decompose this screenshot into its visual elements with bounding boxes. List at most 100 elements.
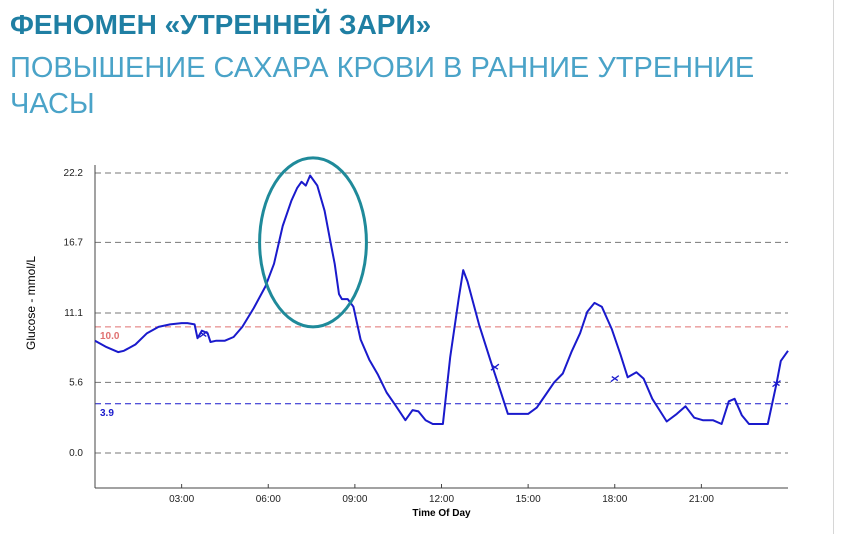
x-tick-label: 03:00 [169, 494, 194, 505]
x-tick-label: 09:00 [342, 494, 367, 505]
data-point [360, 339, 362, 341]
data-point [334, 263, 336, 265]
data-point [94, 340, 96, 342]
data-point [347, 298, 349, 300]
reference-lines: 10.0 3.9 [95, 326, 788, 419]
reference-line-label: 10.0 [100, 331, 120, 342]
data-point [341, 298, 343, 300]
event-marker [772, 380, 781, 388]
x-tick-label: 15:00 [516, 494, 541, 505]
data-point [186, 322, 188, 324]
data-point [273, 263, 275, 265]
data-point [117, 351, 119, 353]
data-point [527, 413, 529, 415]
data-point [224, 340, 226, 342]
data-point [721, 423, 723, 425]
data-point [309, 175, 311, 177]
slide-edge-divider [833, 0, 834, 534]
x-tick-labels: 03:00 06:00 09:00 12:00 15:00 18:00 21:00 [169, 484, 714, 505]
glucose-series-line [94, 174, 789, 425]
data-point [449, 356, 451, 358]
dawn-highlight-ellipse [258, 156, 368, 329]
event-marker [198, 330, 208, 338]
data-point [728, 400, 730, 402]
data-point [514, 413, 516, 415]
data-point [329, 240, 331, 242]
y-tick-label: 11.1 [64, 308, 83, 319]
data-point [394, 404, 396, 406]
data-point [233, 336, 235, 338]
data-point [169, 323, 171, 325]
data-point [594, 302, 596, 304]
data-point [417, 410, 419, 412]
y-axis-title: Glucose - mmol/L [24, 256, 38, 350]
data-point [767, 423, 769, 425]
data-point [305, 185, 307, 187]
y-tick-label: 5.6 [69, 377, 83, 388]
data-point [215, 340, 217, 342]
data-point [490, 360, 492, 362]
data-point [787, 350, 789, 352]
data-point [536, 407, 538, 409]
grid-layer [95, 172, 788, 454]
y-tick-label: 0.0 [69, 448, 83, 459]
data-point [201, 330, 203, 332]
data-point [478, 323, 480, 325]
data-point [368, 359, 370, 361]
data-point [412, 409, 414, 411]
data-point [651, 398, 653, 400]
data-point [562, 373, 564, 375]
data-point [210, 341, 212, 343]
data-point [712, 419, 714, 421]
data-point [601, 306, 603, 308]
slide-title: ФЕНОМЕН «УТРЕННЕЙ ЗАРИ» [10, 9, 432, 40]
data-point [780, 360, 782, 362]
data-point [702, 419, 704, 421]
data-point [458, 297, 460, 299]
y-tick-label: 16.7 [64, 237, 84, 248]
data-point [432, 423, 434, 425]
y-tick-labels: 0.0 5.6 11.1 16.7 22.2 [64, 168, 84, 459]
event-marker [490, 363, 500, 371]
data-point [301, 181, 303, 183]
data-point [693, 417, 695, 419]
x-tick-label: 12:00 [429, 494, 454, 505]
x-tick-label: 18:00 [602, 494, 627, 505]
data-point [158, 326, 160, 328]
y-tick-label: 22.2 [64, 168, 84, 179]
reference-line-label: 3.9 [100, 408, 114, 419]
data-point [462, 269, 464, 271]
data-point [386, 392, 388, 394]
x-tick-label: 21:00 [689, 494, 714, 505]
data-point [553, 381, 555, 383]
data-point [442, 423, 444, 425]
data-point [197, 337, 199, 339]
data-point [620, 354, 622, 356]
data-point [467, 281, 469, 283]
data-point [181, 322, 183, 324]
data-point [338, 293, 340, 295]
data-point [123, 350, 125, 352]
data-point [498, 386, 500, 388]
data-point [352, 306, 354, 308]
data-point [404, 419, 406, 421]
data-point [643, 378, 645, 380]
data-point [758, 423, 760, 425]
data-point [627, 376, 629, 378]
data-point [324, 210, 326, 212]
data-point [676, 413, 678, 415]
data-point [545, 394, 547, 396]
x-axis-title: Time Of Day [412, 508, 471, 519]
data-point [134, 344, 136, 346]
data-point [685, 405, 687, 407]
data-point [507, 413, 509, 415]
x-tick-label: 06:00 [256, 494, 281, 505]
data-point [241, 326, 243, 328]
data-point [579, 332, 581, 334]
event-marker [610, 375, 620, 383]
slide-subtitle: ПОВЫШЕНИЕ САХАРА КРОВИ В РАННИЕ УТРЕННИЕ… [10, 52, 755, 120]
data-point [296, 187, 298, 189]
data-point [146, 332, 148, 334]
